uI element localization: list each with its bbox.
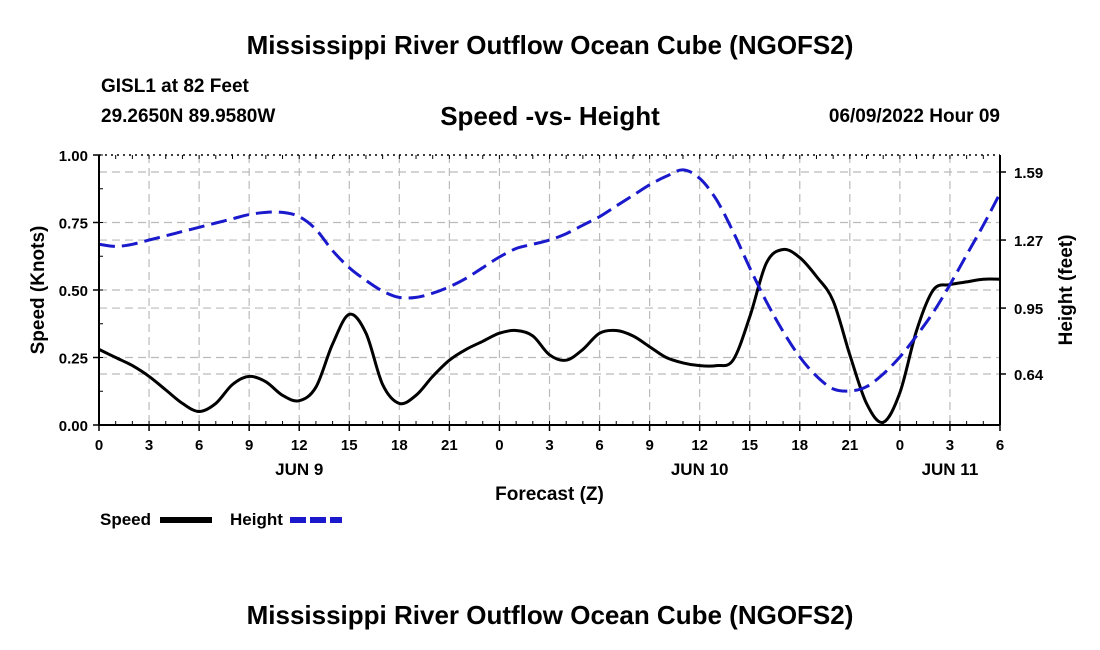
y-tick-label: 0.25 [59,351,88,368]
y-tick-label: 1.00 [59,148,88,165]
x-tick-label: 21 [441,437,458,454]
y2-tick-label: 0.95 [1014,301,1043,318]
x-tick-label: 0 [495,437,503,454]
x-tick-label: 3 [946,437,954,454]
x-tick-label: 12 [291,437,308,454]
x-tick-label: 3 [545,437,553,454]
legend-label-speed: Speed [100,510,151,529]
x-tick-label: 15 [741,437,758,454]
station-label: GISL1 at 82 Feet [101,76,249,97]
date-label: JUN 11 [922,460,979,479]
x-tick-label: 18 [391,437,408,454]
legend-label-height: Height [230,510,283,529]
x-tick-label: 0 [95,437,103,454]
x-tick-label: 3 [145,437,153,454]
date-label: JUN 10 [671,460,729,479]
x-tick-label: 18 [791,437,808,454]
y-tick-label: 0.00 [59,418,88,435]
x-tick-label: 6 [595,437,603,454]
y2-axis-title: Height (feet) [1056,235,1077,346]
x-tick-label: 12 [691,437,708,454]
x-tick-label: 9 [645,437,653,454]
x-tick-label: 0 [896,437,904,454]
axis-labels: 0 3 6 9 12 15 18 21 0 3 6 9 12 15 18 21 0 3 6 JUN 9 JUN 10 JU… [28,148,1077,505]
y-tick-label: 0.50 [59,283,88,300]
y2-tick-label: 1.59 [1014,165,1043,182]
grid [99,155,1000,425]
x-tick-label: 6 [996,437,1004,454]
x-tick-label: 21 [841,437,858,454]
forecast-datetime: 06/09/2022 Hour 09 [828,106,1000,127]
series-line-height [98,168,1002,393]
series-layer [98,168,1002,424]
series-line-speed [98,247,1001,424]
chart-subtitle: Speed -vs- Height [440,101,660,131]
main-title: Mississippi River Outflow Ocean Cube (NG… [246,30,854,60]
x-tick-label: 15 [341,437,358,454]
station-coords: 29.2650N 89.9580W [101,106,276,127]
y2-tick-label: 1.27 [1014,233,1043,250]
date-label: JUN 9 [275,460,323,479]
x-axis-title: Forecast (Z) [495,484,604,505]
axes [93,154,1006,431]
footer-title: Mississippi River Outflow Ocean Cube (NG… [246,600,854,630]
x-tick-label: 6 [195,437,203,454]
y-tick-label: 0.75 [59,216,88,233]
y2-tick-label: 0.64 [1014,367,1044,384]
legend: Speed Height [100,510,342,529]
y-axis-title: Speed (Knots) [28,226,49,355]
x-tick-label: 9 [245,437,253,454]
